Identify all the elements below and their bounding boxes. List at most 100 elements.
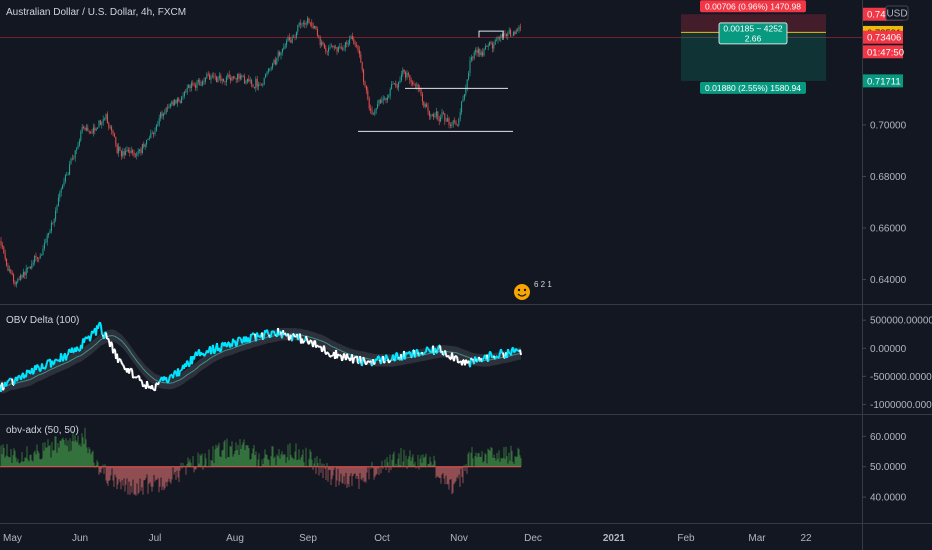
candle-body <box>518 26 520 31</box>
main-price-pane[interactable]: 0.00706 (0.96%) 1470.98 0.00185 ~ 42522.6… <box>0 0 862 288</box>
obv-line-segment <box>356 355 359 364</box>
adx-bar <box>308 459 310 467</box>
adx-bar <box>269 465 271 467</box>
candle-body <box>17 279 19 282</box>
time-axis-label: Nov <box>450 533 468 544</box>
candle-body <box>505 33 507 37</box>
candle-body <box>84 127 86 131</box>
candle-body <box>384 98 386 99</box>
obv-line-segment <box>203 354 206 357</box>
candle-body <box>456 124 458 126</box>
candle-body <box>165 107 167 113</box>
adx-bar <box>32 461 34 467</box>
obv-line-segment <box>249 333 252 343</box>
adx-bar <box>107 466 109 486</box>
obv-line-segment <box>457 361 460 364</box>
emoji-reaction-badge[interactable]: 6 2 1 <box>514 280 552 300</box>
adx-bar <box>468 451 470 467</box>
obv-line-segment <box>519 349 522 356</box>
adx-bar <box>98 466 100 475</box>
position-stop-label[interactable]: 0.00706 (0.96%) 1470.98 <box>700 0 806 13</box>
price-tag[interactable]: 0.73406 <box>863 30 903 44</box>
obv-line-segment <box>507 348 510 354</box>
obv-line-segment <box>196 352 199 357</box>
adx-bar <box>287 444 289 467</box>
obv-line-segment <box>481 359 484 363</box>
candle-body <box>1 245 3 247</box>
adx-bar <box>422 454 424 467</box>
candle-body <box>349 39 351 44</box>
candle-body <box>360 54 362 62</box>
candle-body <box>130 150 132 153</box>
price-tag-label: 01:47:50 <box>867 47 904 58</box>
adx-bar <box>167 466 169 482</box>
candle-body <box>123 151 125 156</box>
candle-body <box>413 84 415 86</box>
candle-body <box>20 275 22 280</box>
obv-line-segment <box>188 364 191 368</box>
adx-bar <box>60 440 62 467</box>
adx-bar <box>61 438 63 467</box>
adx-bar <box>314 457 316 467</box>
adx-bar <box>494 458 496 467</box>
time-axis-label: Jun <box>72 533 88 544</box>
adx-bar <box>513 463 515 467</box>
adx-bar <box>315 466 317 474</box>
adx-bar <box>33 452 35 467</box>
emoji-eye-icon <box>523 288 527 292</box>
candle-body <box>217 77 219 83</box>
candle-body <box>434 116 436 117</box>
adx-bar <box>412 454 414 467</box>
obv-adx-pane[interactable] <box>0 427 522 496</box>
candle-body <box>440 117 442 122</box>
candle-body <box>295 31 297 38</box>
adx-bar <box>498 450 500 467</box>
position-target-label[interactable]: 0.01880 (2.55%) 1580.94 <box>700 81 806 94</box>
candle-body <box>136 152 138 156</box>
adx-bar <box>151 466 153 492</box>
candle-body <box>162 113 164 117</box>
obv-line-segment <box>259 335 262 339</box>
obv-line-segment <box>341 357 344 362</box>
adx-bar <box>76 442 78 467</box>
candle-body <box>133 152 135 156</box>
obv-delta-pane[interactable] <box>0 321 522 395</box>
adx-bar <box>387 462 389 467</box>
candle-body <box>35 255 37 258</box>
candle-body <box>389 89 391 96</box>
obv-line-segment <box>394 353 397 362</box>
candle-body <box>396 86 398 88</box>
candle-body <box>172 101 174 106</box>
adx-bar <box>46 447 48 467</box>
adx-bar <box>57 443 59 467</box>
adx-bar <box>11 462 13 467</box>
emoji-smile-icon <box>517 293 527 297</box>
adx-bar <box>309 449 311 467</box>
candle-body <box>245 81 247 84</box>
adx-bar <box>360 466 362 480</box>
candle-body <box>55 210 57 220</box>
obv-line-segment <box>302 340 305 344</box>
adx-bar <box>56 452 58 467</box>
adx-bar <box>345 466 347 473</box>
adx-bar <box>115 466 117 478</box>
adx-bar <box>125 466 127 485</box>
candle-body <box>137 150 139 153</box>
candle-body <box>403 69 405 72</box>
candle-body <box>150 133 152 139</box>
candle-body <box>186 87 188 93</box>
adx-bar <box>472 458 474 467</box>
range-box-drawing[interactable] <box>478 30 504 40</box>
adx-bar <box>221 450 223 467</box>
candle-body <box>67 174 69 176</box>
price-tag[interactable]: 01:47:50 <box>863 45 904 59</box>
currency-button[interactable] <box>885 5 909 21</box>
price-tag[interactable]: 0.71711 <box>863 74 903 88</box>
adx-bar <box>155 466 157 480</box>
adx-bar <box>450 466 452 480</box>
adx-bar <box>329 466 331 471</box>
candle-body <box>48 233 50 236</box>
candle-body <box>76 148 78 151</box>
